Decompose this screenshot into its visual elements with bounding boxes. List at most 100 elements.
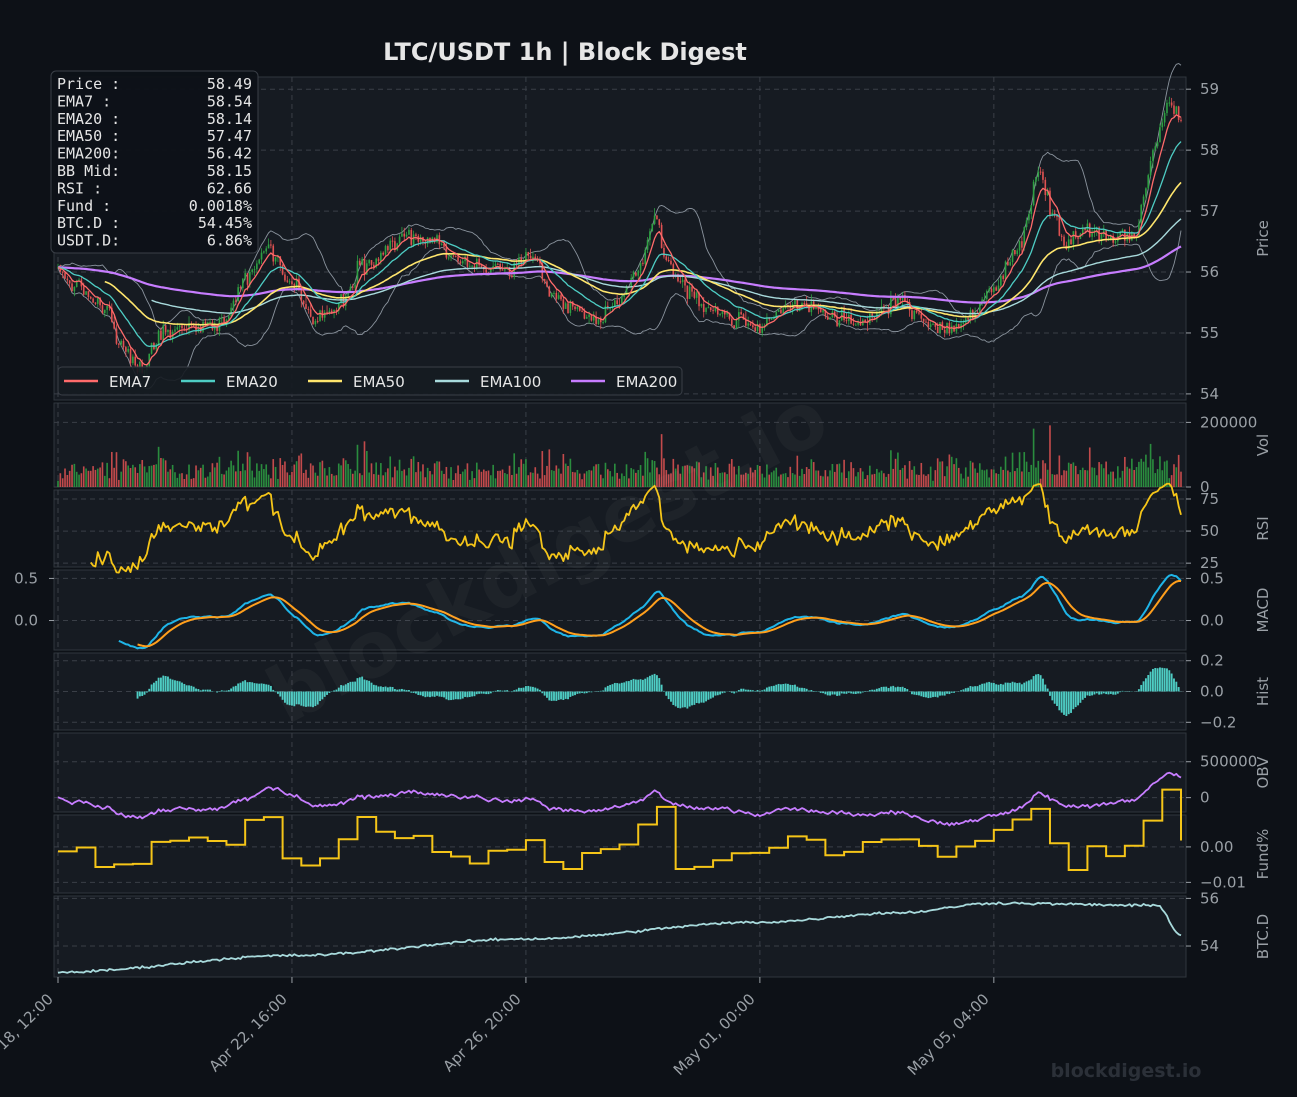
macd-hist-bar (195, 688, 197, 692)
macd-hist-bar (934, 691, 937, 697)
volume-bar (1170, 475, 1173, 487)
macd-hist-bar (541, 691, 544, 694)
volume-bar (1081, 467, 1084, 487)
volume-bar (1063, 470, 1065, 487)
candle-body (314, 321, 317, 325)
volume-bar (974, 468, 976, 487)
candle-body (220, 317, 223, 319)
candle-body (150, 342, 153, 354)
legend-label-ema7: EMA7 (109, 373, 151, 391)
info-value: 62.66 (207, 179, 252, 197)
volume-bar (969, 460, 972, 487)
candle-body (794, 299, 796, 305)
macd-hist-bar (312, 691, 314, 708)
volume-bar (146, 472, 148, 487)
candle-body (985, 291, 988, 300)
macd-hist-bar (354, 681, 357, 692)
candle-body (653, 215, 656, 224)
volume-bar (845, 477, 848, 487)
volume-bar (249, 456, 251, 487)
macd-hist-bar (992, 683, 995, 692)
volume-bar (576, 469, 579, 487)
volume-bar (546, 465, 548, 487)
volume-bar (454, 473, 457, 487)
macd-hist-bar (735, 691, 738, 693)
obv-ytick-label-1: 500000 (1200, 753, 1257, 771)
volume-bar (840, 472, 843, 487)
volume-bar (798, 475, 801, 487)
volume-bar (242, 463, 244, 487)
volume-bar (569, 458, 572, 487)
macd-hist-bar (185, 685, 188, 692)
macd-hist-bar (485, 691, 488, 695)
candle-body (485, 269, 487, 273)
macd-hist-bar (351, 681, 354, 692)
volume-bar (869, 465, 871, 487)
candle-body (326, 312, 328, 314)
macd-hist-bar (960, 690, 963, 692)
candle-body (803, 303, 806, 305)
volume-bar (740, 474, 742, 487)
volume-bar (323, 468, 326, 487)
macd-hist-bar (833, 691, 836, 695)
macd-hist-bar (758, 690, 761, 692)
candle-body (366, 263, 368, 275)
candle-body (454, 256, 457, 258)
macd-hist-bar (625, 681, 628, 692)
candle-body (99, 297, 101, 306)
candle-body (279, 256, 282, 266)
volume-bar (461, 471, 464, 487)
macd-hist-bar (801, 687, 803, 692)
volume-bar (239, 471, 242, 487)
volume-bar (1067, 462, 1070, 487)
candle-body (103, 309, 106, 314)
macd-hist-bar (847, 691, 850, 693)
volume-bar (314, 472, 317, 487)
volume-bar (417, 462, 420, 487)
macd-hist-bar (574, 691, 576, 696)
macd-hist-bar (644, 678, 647, 692)
funding-ylabel: Fund% (1254, 829, 1272, 880)
volume-bar (995, 473, 997, 487)
macd-hist-bar (1056, 691, 1058, 707)
candle-body (333, 309, 335, 314)
candle-body (1037, 171, 1040, 177)
volume-bar (475, 462, 478, 487)
volume-bar (883, 473, 885, 487)
volume-bar (892, 468, 895, 487)
volume-bar (831, 463, 834, 487)
candle-body (599, 319, 602, 323)
candle-body (1011, 249, 1014, 263)
funding-ytick-label-1: 0.00 (1200, 838, 1233, 856)
candle-body (405, 234, 408, 237)
volume-bar (354, 470, 356, 487)
macd-hist-bar (723, 691, 726, 693)
volume-bar (993, 469, 995, 487)
candle-body (204, 321, 207, 324)
price-ytick-label-4: 58 (1200, 141, 1219, 159)
volume-bar (279, 458, 282, 487)
volume-bar (960, 473, 962, 487)
volume-bar (1114, 478, 1117, 487)
candle-body (1152, 150, 1154, 161)
candle-body (1032, 181, 1035, 206)
volume-bar (1098, 462, 1100, 487)
macd-hist-bar (206, 689, 209, 692)
volume-bar (433, 463, 436, 487)
candle-body (1156, 142, 1159, 147)
macd-hist-bar (550, 691, 553, 701)
candle-body (735, 320, 738, 329)
candle-body (887, 307, 890, 315)
volume-bar (171, 464, 174, 487)
candle-body (78, 279, 80, 281)
macd-hist-bar (775, 684, 778, 692)
volume-bar (618, 478, 621, 487)
volume-bar (1002, 469, 1005, 487)
candle-body (1086, 223, 1089, 230)
candle-body (1119, 231, 1121, 236)
volume-bar (150, 465, 153, 487)
macd-hist-bar (529, 686, 532, 692)
btcd-panel-frame (53, 895, 1187, 978)
volume-bar (534, 467, 537, 487)
candle-body (75, 280, 78, 287)
